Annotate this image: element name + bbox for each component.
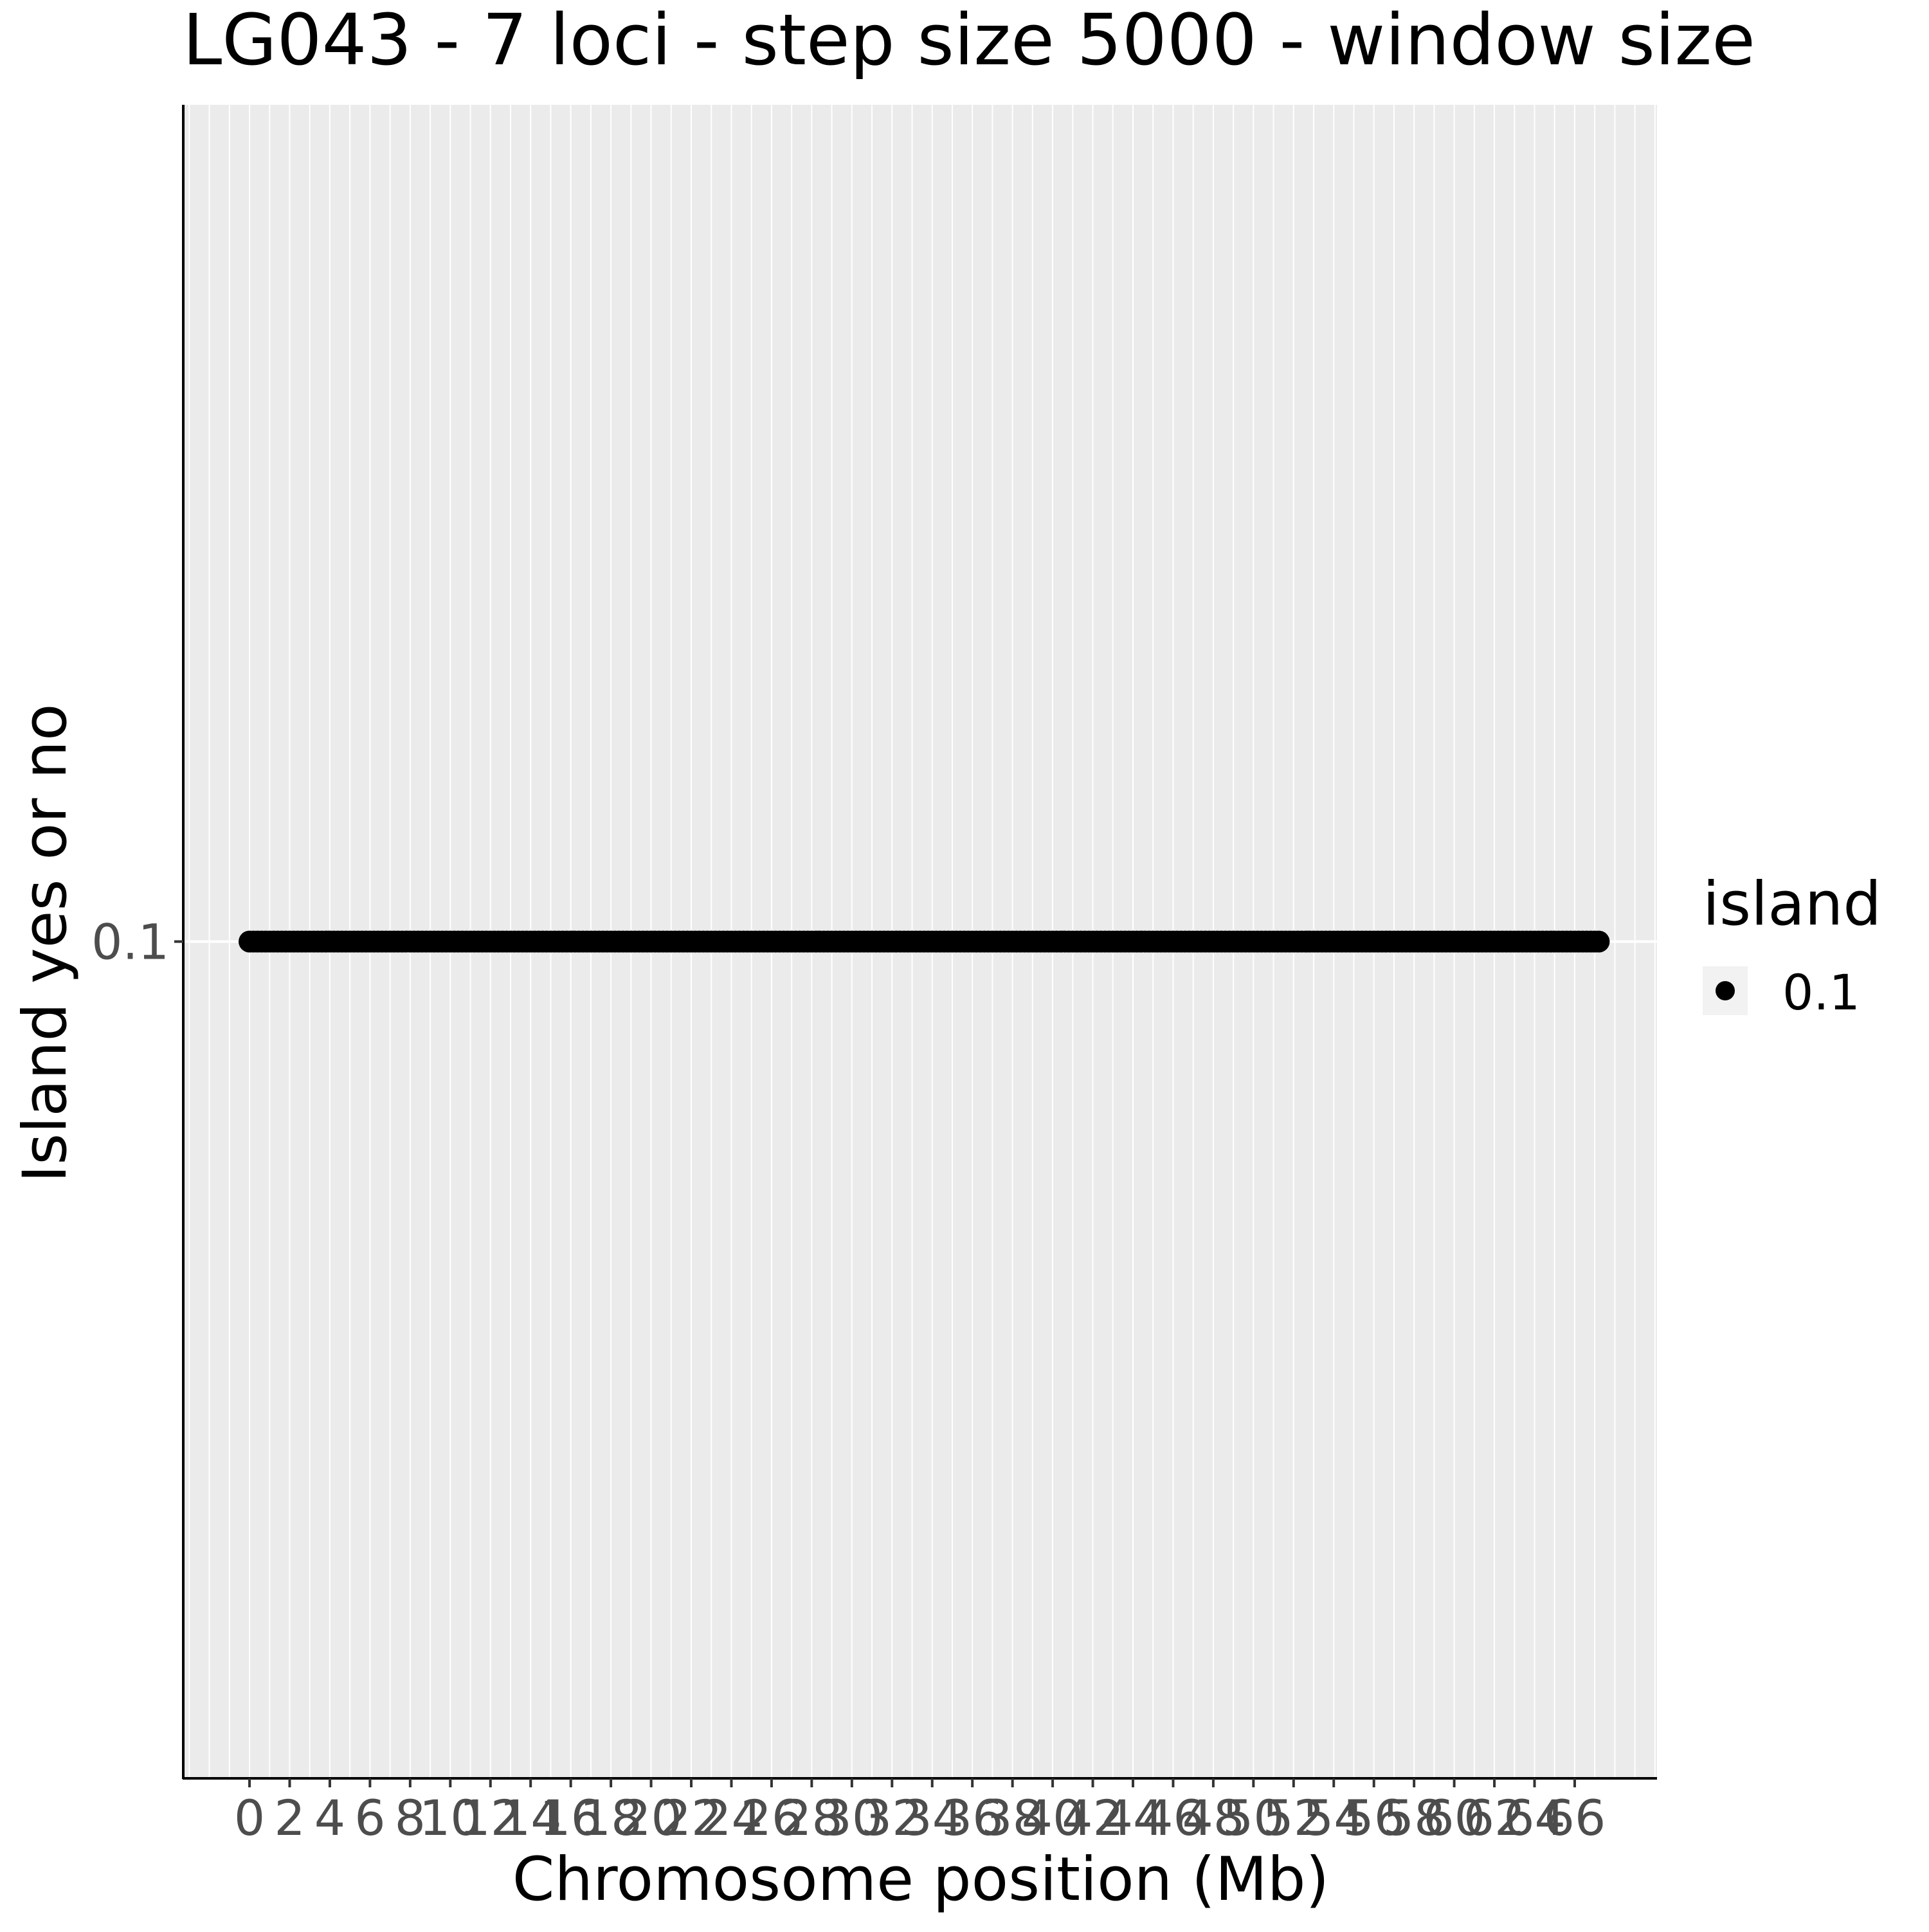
x-tick-label: 62 (1463, 1789, 1526, 1846)
x-tick-label: 46 (1142, 1789, 1204, 1846)
legend-title: island (1703, 869, 1881, 939)
x-tick-label: 64 (1503, 1789, 1566, 1846)
axes: 0 2 4 6 810121416182022242628303234363840424… (91, 105, 1657, 1846)
x-tick-label: 66 (1544, 1789, 1606, 1846)
x-tick-label: 36 (941, 1789, 1004, 1846)
x-tick-label: 6 (354, 1789, 385, 1846)
x-tick-label: 4 (314, 1789, 345, 1846)
legend-key-point (1716, 981, 1735, 1000)
x-tick-label: 26 (741, 1789, 803, 1846)
x-tick-label: 42 (1062, 1789, 1124, 1846)
x-tick-label: 54 (1303, 1789, 1365, 1846)
x-tick-label: 2 (274, 1789, 305, 1846)
x-tick-label: 12 (459, 1789, 521, 1846)
x-tick-label: 14 (500, 1789, 562, 1846)
legend-entry-label: 0.1 (1782, 964, 1860, 1021)
x-tick-label: 20 (620, 1789, 682, 1846)
x-tick-label: 30 (820, 1789, 883, 1846)
data-points (239, 930, 1610, 953)
y-tick-label: 0.1 (91, 914, 169, 971)
x-tick-label: 34 (901, 1789, 963, 1846)
x-tick-label: 50 (1222, 1789, 1285, 1846)
data-point (1588, 930, 1610, 953)
x-tick-label: 38 (981, 1789, 1044, 1846)
x-tick-label: 52 (1262, 1789, 1325, 1846)
x-tick-label: 22 (660, 1789, 723, 1846)
x-tick-label: 60 (1423, 1789, 1485, 1846)
x-axis-title: Chromosome position (Mb) (512, 1845, 1329, 1915)
x-tick-label: 8 (395, 1789, 426, 1846)
legend: island 0.1 (1703, 869, 1881, 1021)
x-tick-label: 32 (861, 1789, 923, 1846)
x-tick-label: 48 (1182, 1789, 1245, 1846)
chart-title: LG043 - 7 loci - step size 5000 - window… (183, 0, 1755, 81)
x-tick-label: 44 (1102, 1789, 1164, 1846)
x-tick-label: 18 (580, 1789, 642, 1846)
x-tick-label: 10 (419, 1789, 482, 1846)
x-tick-label: 40 (1022, 1789, 1084, 1846)
x-tick-label: 56 (1343, 1789, 1405, 1846)
x-tick-label: 28 (781, 1789, 843, 1846)
x-tick-label: 0 (234, 1789, 265, 1846)
x-tick-label: 24 (700, 1789, 763, 1846)
y-axis-title: Island yes or no (10, 704, 80, 1183)
x-tick-label: 58 (1383, 1789, 1445, 1846)
x-tick-label: 16 (539, 1789, 602, 1846)
